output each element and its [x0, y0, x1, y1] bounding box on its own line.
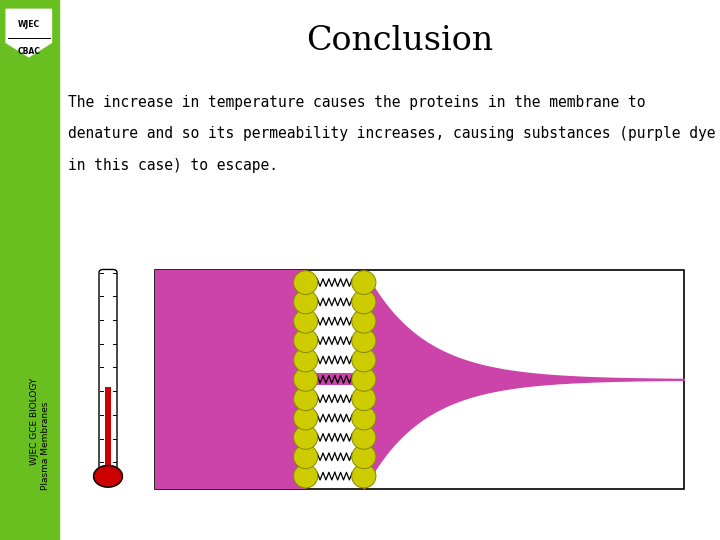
Ellipse shape [294, 348, 318, 372]
Ellipse shape [352, 348, 376, 372]
Text: denature and so its permeability increases, causing substances (purple dye: denature and so its permeability increas… [68, 126, 716, 141]
Ellipse shape [352, 426, 376, 449]
Ellipse shape [352, 329, 376, 353]
Ellipse shape [294, 464, 318, 488]
Ellipse shape [294, 445, 318, 469]
Ellipse shape [352, 464, 376, 488]
Ellipse shape [352, 445, 376, 469]
Ellipse shape [294, 271, 318, 294]
Bar [105, 387, 111, 470]
Ellipse shape [352, 367, 376, 391]
Ellipse shape [352, 271, 376, 294]
Ellipse shape [294, 367, 318, 391]
Text: Plasma Membranes: Plasma Membranes [41, 401, 50, 490]
Ellipse shape [294, 406, 318, 430]
Ellipse shape [294, 290, 318, 314]
FancyBboxPatch shape [99, 269, 117, 473]
Text: The increase in temperature causes the proteins in the membrane to: The increase in temperature causes the p… [68, 95, 646, 110]
Ellipse shape [294, 387, 318, 410]
Ellipse shape [352, 387, 376, 410]
Bar [302, 373, 364, 386]
Ellipse shape [294, 309, 318, 333]
Ellipse shape [294, 329, 318, 353]
Bar [0, 0, 59, 540]
Ellipse shape [352, 290, 376, 314]
Bar [155, 270, 305, 489]
Text: WJEC GCE BIOLOGY: WJEC GCE BIOLOGY [30, 377, 39, 465]
Ellipse shape [352, 309, 376, 333]
Text: CBAC: CBAC [17, 47, 40, 56]
Text: WJEC: WJEC [18, 20, 40, 29]
Circle shape [94, 465, 122, 487]
Text: in this case) to escape.: in this case) to escape. [68, 158, 279, 173]
Ellipse shape [352, 406, 376, 430]
Ellipse shape [294, 426, 318, 449]
Polygon shape [6, 9, 52, 57]
Text: Conclusion: Conclusion [306, 24, 493, 57]
Bar [155, 270, 684, 489]
